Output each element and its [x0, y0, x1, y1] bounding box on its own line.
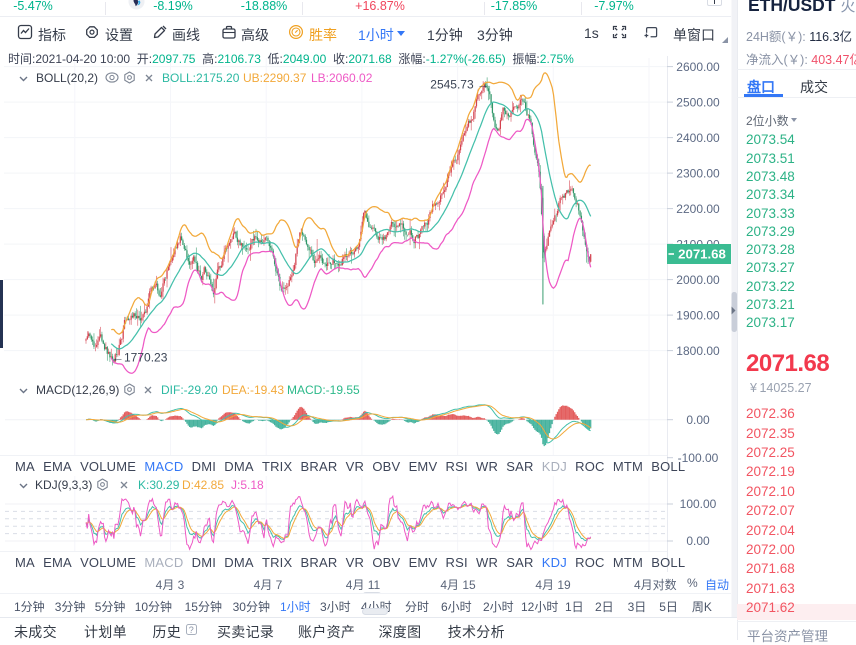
svg-text:0.00: 0.00	[686, 413, 710, 427]
svg-text:2000.00: 2000.00	[676, 273, 720, 287]
svg-text:-100.00: -100.00	[678, 451, 719, 465]
svg-text:2545.73 →: 2545.73 →	[430, 78, 489, 92]
svg-text:2300.00: 2300.00	[676, 166, 720, 180]
svg-text:2600.00: 2600.00	[676, 60, 720, 74]
svg-text:←1770.23: ←1770.23	[112, 351, 168, 365]
svg-text:1800.00: 1800.00	[676, 344, 720, 358]
svg-text:0.00: 0.00	[686, 534, 710, 548]
svg-text:2071.68: 2071.68	[678, 247, 726, 262]
svg-text:2500.00: 2500.00	[676, 95, 720, 109]
svg-text:2400.00: 2400.00	[676, 131, 720, 145]
svg-text:100.00: 100.00	[680, 497, 717, 511]
svg-text:1900.00: 1900.00	[676, 308, 720, 322]
svg-text:2200.00: 2200.00	[676, 202, 720, 216]
